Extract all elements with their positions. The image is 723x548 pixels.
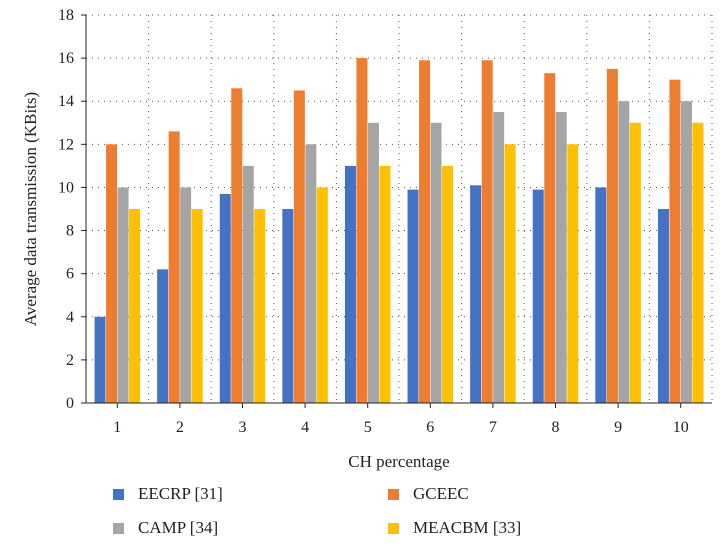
bar (231, 88, 243, 404)
bar (618, 101, 630, 403)
bar (379, 165, 391, 403)
y-tick-label: 14 (58, 93, 74, 110)
bar (94, 316, 106, 403)
x-tick-label: 8 (552, 419, 560, 436)
bar (356, 58, 368, 403)
bar (442, 165, 454, 403)
bar (493, 112, 505, 403)
x-tick-label: 1 (113, 419, 121, 436)
bar (470, 185, 482, 403)
bars (94, 58, 704, 404)
bar (305, 144, 317, 404)
bar (544, 73, 556, 403)
y-tick-label: 6 (66, 266, 74, 283)
bar (191, 209, 203, 403)
bar (567, 144, 579, 404)
bar (407, 189, 419, 403)
x-tick-label: 4 (301, 419, 309, 436)
bar (316, 187, 328, 403)
bar (680, 101, 692, 403)
bar (532, 189, 544, 403)
x-axis-label: CH percentage (348, 452, 449, 471)
x-tick-label: 5 (364, 419, 372, 436)
bar (293, 90, 305, 403)
bar (555, 112, 567, 403)
x-tick-label: 7 (489, 419, 497, 436)
y-tick-label: 2 (66, 352, 74, 369)
y-tick-label: 10 (58, 179, 74, 196)
bar (657, 209, 669, 403)
bar (669, 79, 681, 404)
bar (254, 209, 266, 403)
x-tick-label: 3 (239, 419, 247, 436)
x-tick-label: 6 (426, 419, 434, 436)
bar (344, 165, 356, 403)
y-tick-label: 12 (58, 136, 74, 153)
bar (481, 60, 493, 404)
grid-lines (86, 14, 713, 403)
bar (106, 144, 118, 404)
bar (629, 122, 641, 404)
x-tick-label: 9 (614, 419, 622, 436)
y-axis-label: Average data transmission (KBits) (21, 92, 40, 326)
y-tick-label: 0 (66, 395, 74, 412)
x-tick-label: 10 (673, 419, 689, 436)
y-tick-label: 4 (66, 309, 74, 326)
bar (282, 209, 294, 403)
bar (157, 269, 169, 403)
bar (692, 122, 704, 404)
bar (606, 68, 618, 403)
x-tick-label: 2 (176, 419, 184, 436)
bar (168, 131, 180, 403)
axes (85, 15, 712, 404)
bar (504, 144, 516, 404)
bar (180, 187, 192, 403)
y-tick-label: 16 (58, 50, 74, 67)
bar (595, 187, 607, 403)
bar (419, 60, 431, 404)
x-ticks: 1 2 3 4 5 6 7 8 9 10 (113, 403, 689, 436)
bar (129, 209, 141, 403)
bar (117, 187, 129, 403)
bar (367, 122, 379, 404)
bar (430, 122, 442, 404)
y-tick-label: 18 (58, 7, 74, 24)
y-ticks: 0 2 4 6 8 10 12 14 16 18 (58, 7, 86, 412)
bar (219, 193, 231, 403)
y-tick-label: 8 (66, 223, 74, 240)
bar (242, 165, 254, 403)
